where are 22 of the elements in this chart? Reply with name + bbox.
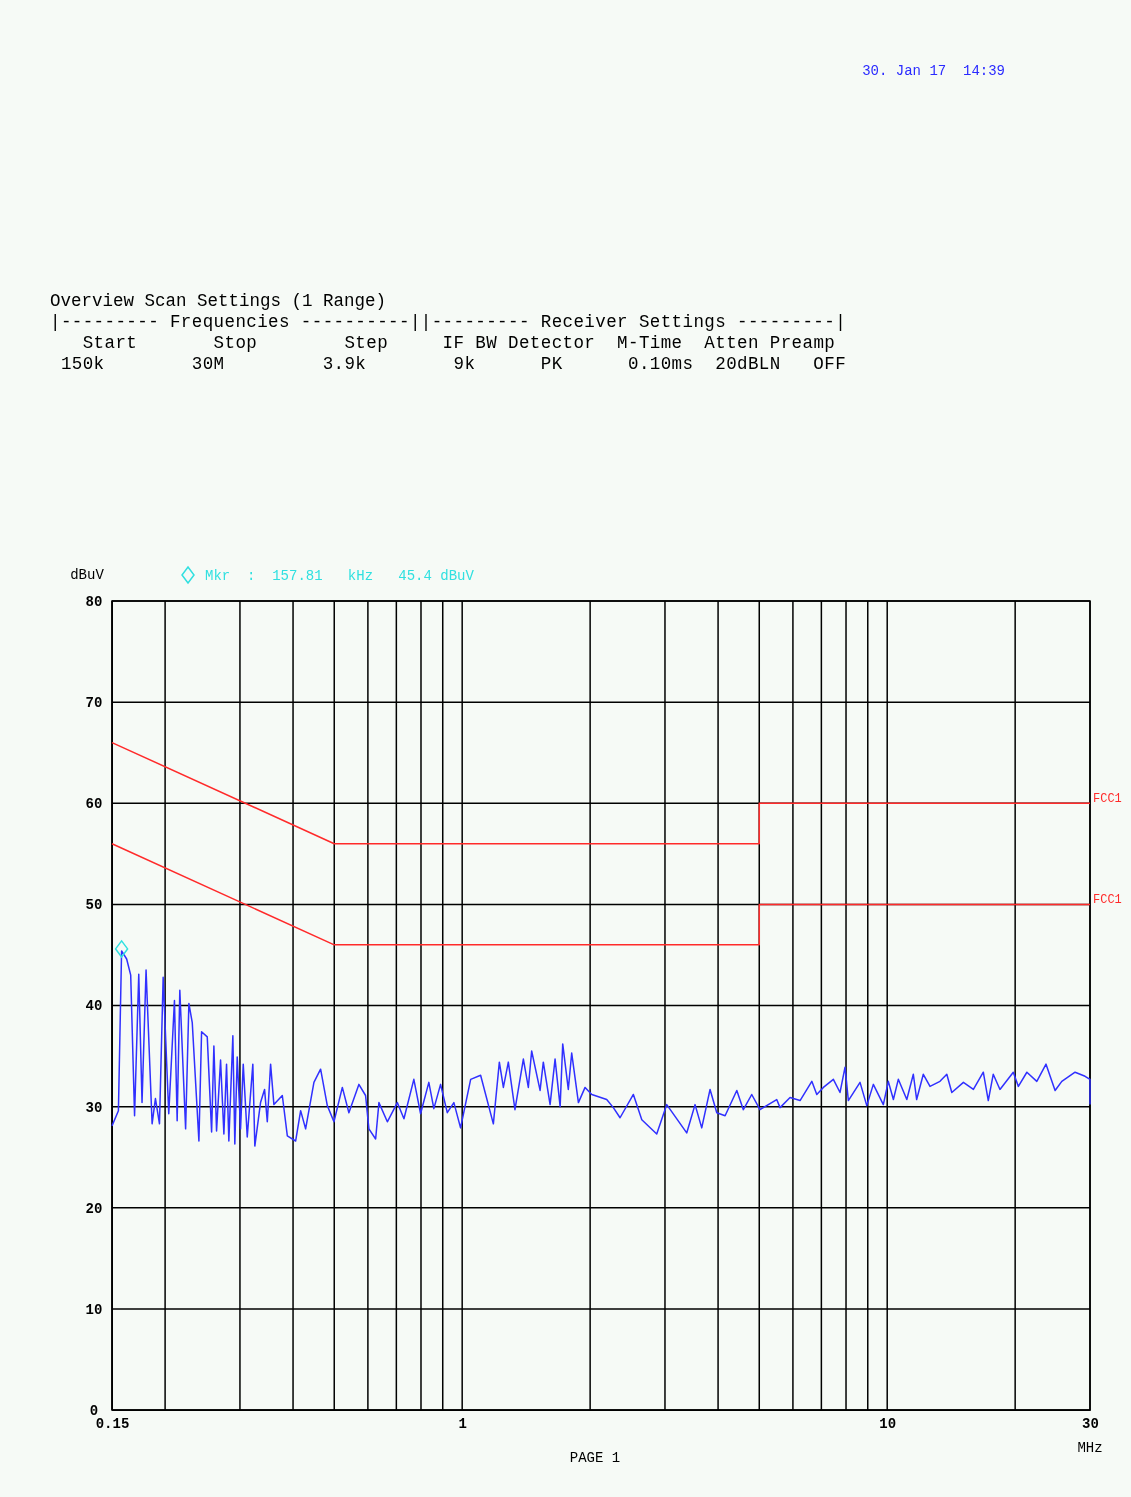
x-tick-label: 30 xyxy=(1082,1415,1099,1432)
x-tick-label: 1 xyxy=(458,1415,467,1432)
y-tick-label: 50 xyxy=(85,897,103,914)
x-tick-label: 10 xyxy=(879,1415,897,1432)
y-tick-label: 70 xyxy=(85,695,103,712)
y-tick-label: 60 xyxy=(85,796,103,813)
series-label: FCC1 xyxy=(1093,893,1122,908)
text: Mkr : 157.81 kHz 45.4 dBuV xyxy=(205,568,475,584)
text: PAGE 1 xyxy=(569,1450,621,1466)
text: Start Stop Step IF BW Detector M-Time Atten Preamp xyxy=(50,333,835,353)
text: 30. Jan 17 14:39 xyxy=(862,63,1005,79)
text: Overview Scan Settings (1 Range) xyxy=(50,291,387,311)
y-tick-label: 30 xyxy=(85,1099,103,1116)
text: 150k 30M 3.9k 9k PK 0.10ms 20dBLN OFF xyxy=(50,354,846,374)
y-tick-label: 80 xyxy=(85,593,103,610)
y-tick-label: 40 xyxy=(85,998,103,1015)
y-tick-label: 20 xyxy=(85,1200,103,1217)
series-label: FCC1 xyxy=(1093,792,1122,807)
y-tick-label: 10 xyxy=(85,1301,103,1318)
text: |--------- Frequencies ----------||--------- Receiver Settings ---------| xyxy=(50,312,846,332)
y-axis-title: dBuV xyxy=(70,567,105,583)
x-axis-title: MHz xyxy=(1077,1440,1103,1456)
